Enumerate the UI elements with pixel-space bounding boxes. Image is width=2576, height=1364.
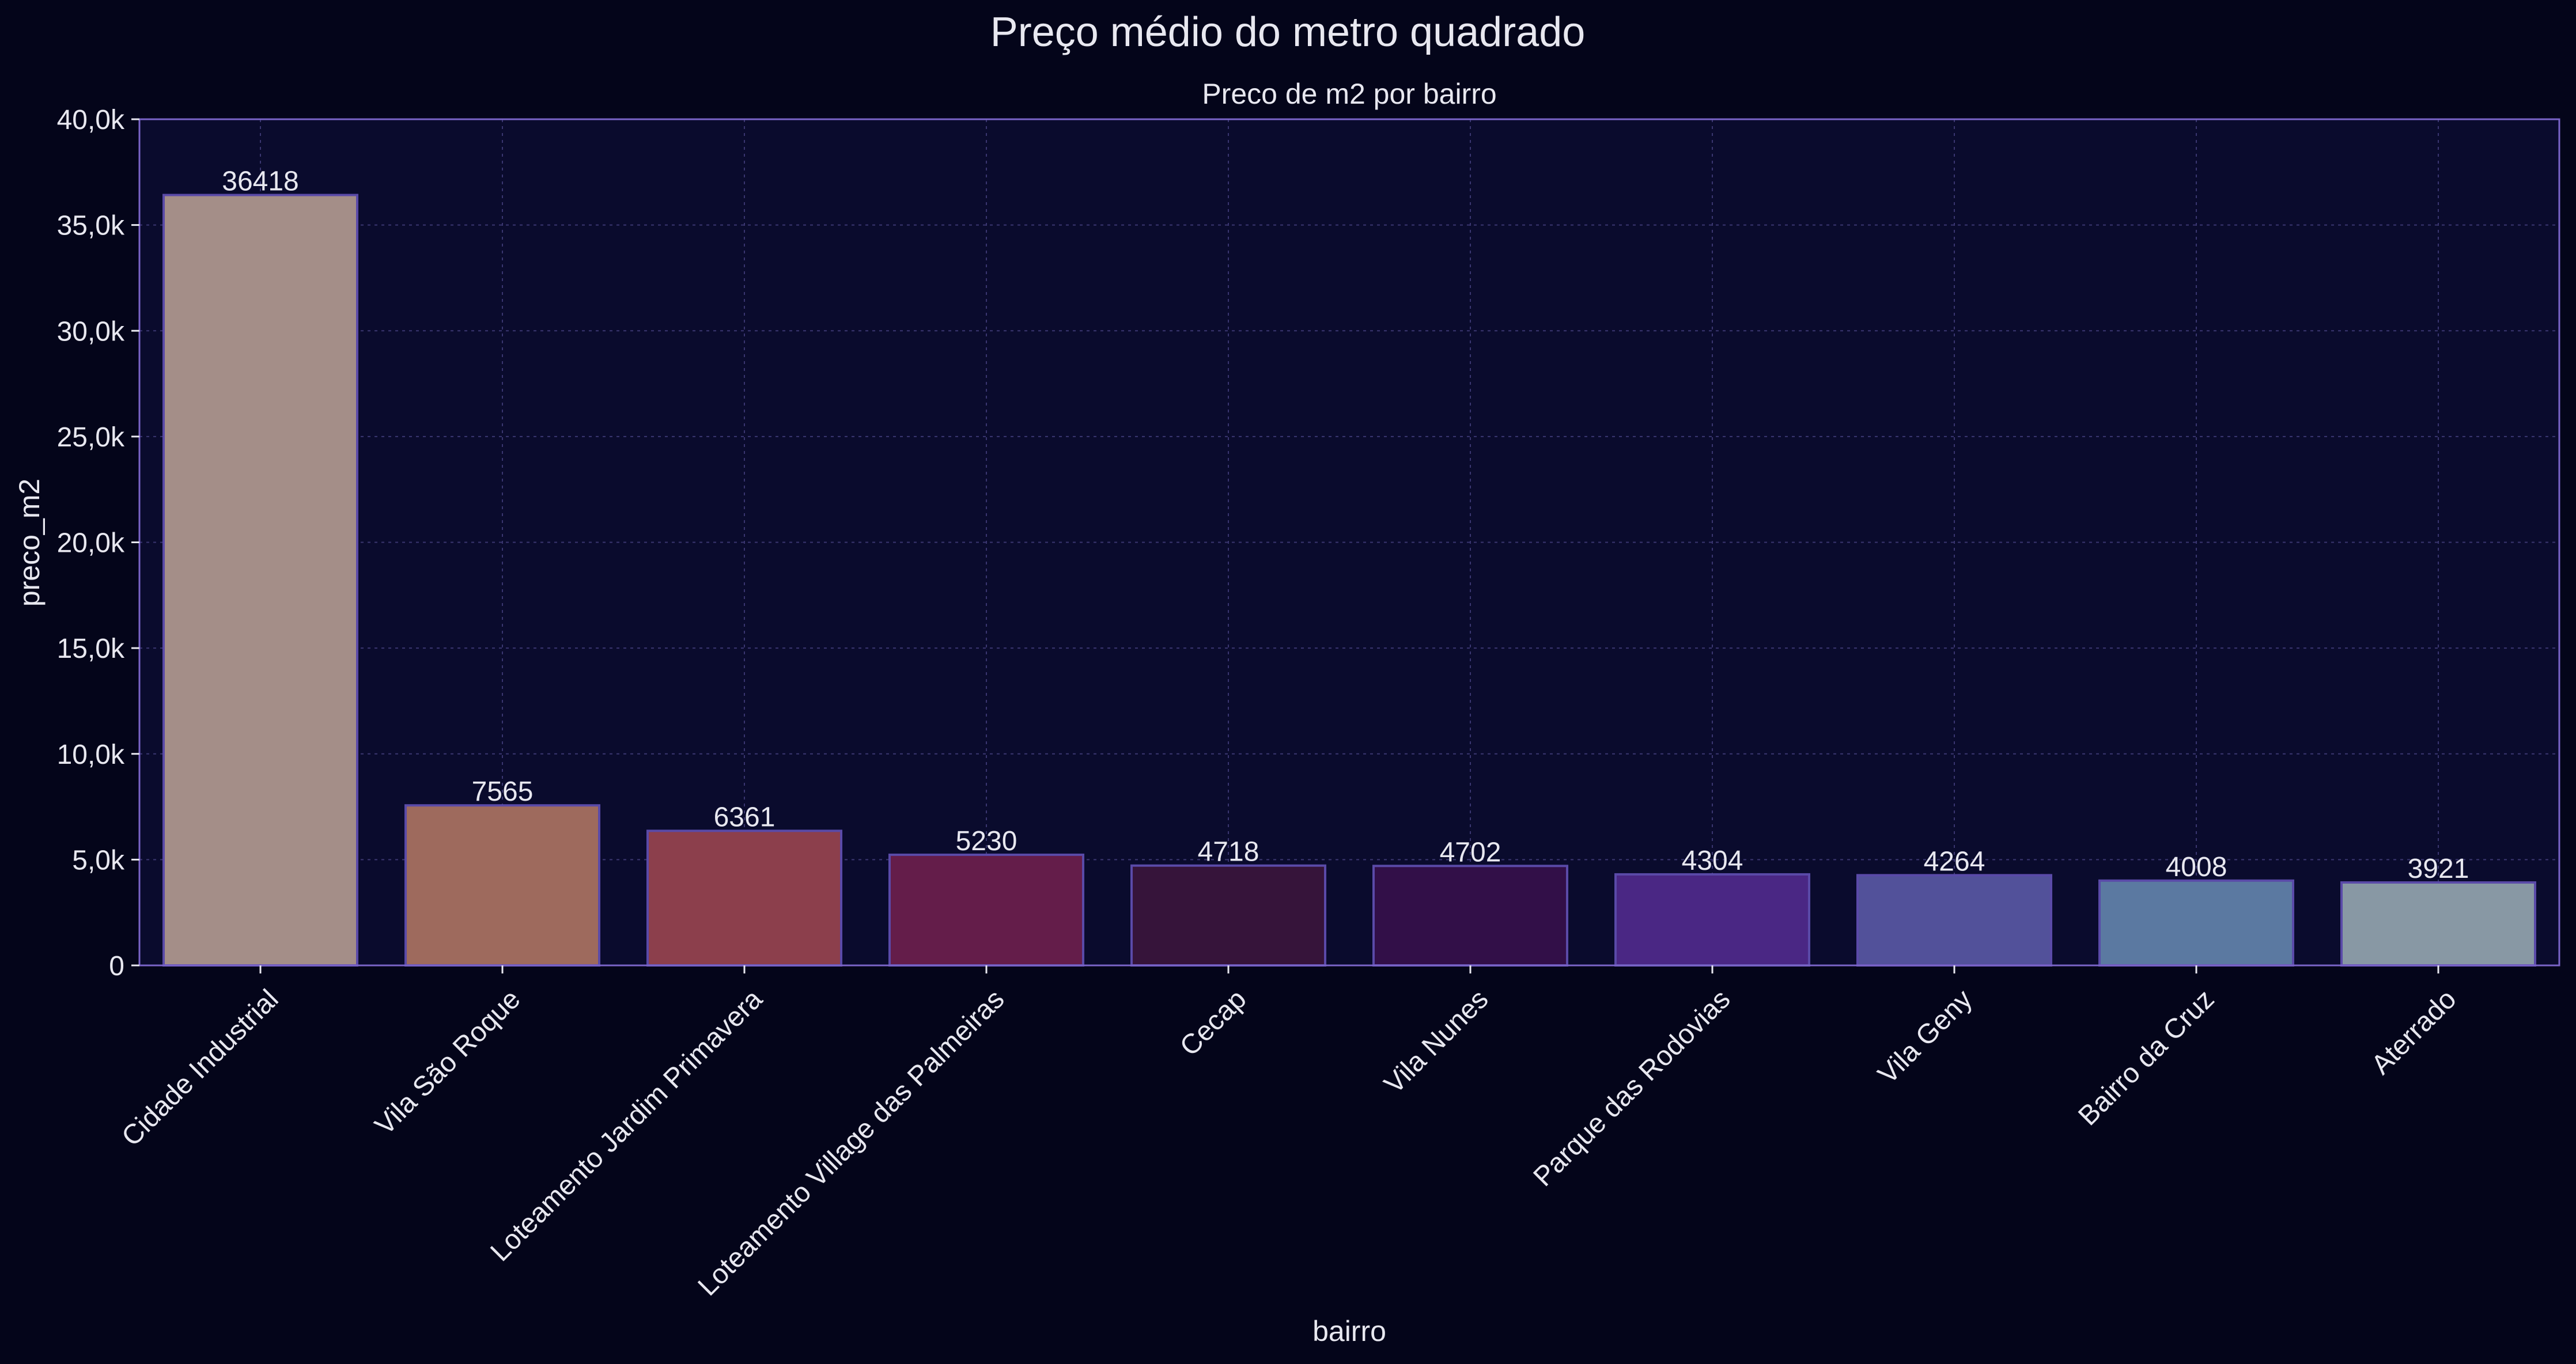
x-tick-label: Parque das Rodovias	[1528, 984, 1737, 1192]
bar	[404, 804, 600, 967]
y-axis-label: preco_m2	[13, 479, 46, 607]
y-tick-label: 20,0k	[57, 528, 125, 559]
data-label: 36418	[222, 166, 298, 197]
data-label: 3921	[2408, 854, 2469, 884]
x-tick-label: Aterrado	[2366, 984, 2462, 1081]
bar	[646, 829, 842, 967]
figure-title: Preço médio do metro quadrado	[990, 9, 1586, 55]
x-tick-label: Vila São Roque	[369, 984, 527, 1141]
y-tick-label: 10,0k	[57, 740, 125, 770]
y-tick-label: 30,0k	[57, 316, 125, 347]
y-tick-label: 5,0k	[72, 845, 125, 876]
chart-title: Preco de m2 por bairro	[1202, 78, 1496, 110]
bar	[2098, 879, 2294, 967]
y-tick-label: 15,0k	[57, 634, 125, 664]
x-tick-label: Cidade Industrial	[116, 984, 284, 1152]
y-tick-label: 40,0k	[57, 105, 125, 135]
x-axis-ticks: Cidade Industrial Vila São RoqueLoteament…	[116, 965, 2462, 1302]
bar	[2340, 881, 2536, 967]
data-label: 7565	[472, 776, 534, 807]
bars	[162, 194, 2536, 967]
y-axis-ticks: 0 5,0k 10,0k 15,0k 20,0k 25,0k 30,0k 35,0k 40,0k	[57, 105, 139, 982]
data-label: 4718	[1198, 837, 1259, 867]
data-label: 4264	[1924, 846, 1985, 877]
x-tick-label: Vila Nunes	[1379, 984, 1495, 1100]
bar	[1856, 874, 2052, 967]
bar	[1614, 873, 1810, 967]
bar	[1130, 864, 1326, 967]
data-label: 6361	[714, 802, 776, 832]
x-tick-label: Bairro da Cruz	[2072, 984, 2220, 1131]
bar	[888, 853, 1084, 967]
x-tick-label: Loteamento Jardim Primavera	[485, 984, 768, 1267]
y-tick-label: 35,0k	[57, 211, 125, 241]
x-axis-label: bairro	[1312, 1315, 1386, 1347]
x-tick-label: Cecap	[1174, 984, 1253, 1062]
data-label: 4702	[1440, 837, 1501, 867]
data-label: 5230	[956, 826, 1017, 857]
bar	[162, 194, 358, 967]
y-tick-label: 0	[109, 951, 124, 982]
data-label: 4008	[2166, 852, 2227, 882]
data-labels: 36418 7565 6361 5230 4718 4702 4304 4264 4008 392…	[222, 166, 2469, 884]
x-tick-label: Vila Geny	[1873, 984, 1979, 1090]
bar	[1372, 865, 1568, 967]
grid-lines	[139, 119, 2559, 965]
y-tick-label: 25,0k	[57, 422, 125, 453]
data-label: 4304	[1682, 846, 1743, 876]
